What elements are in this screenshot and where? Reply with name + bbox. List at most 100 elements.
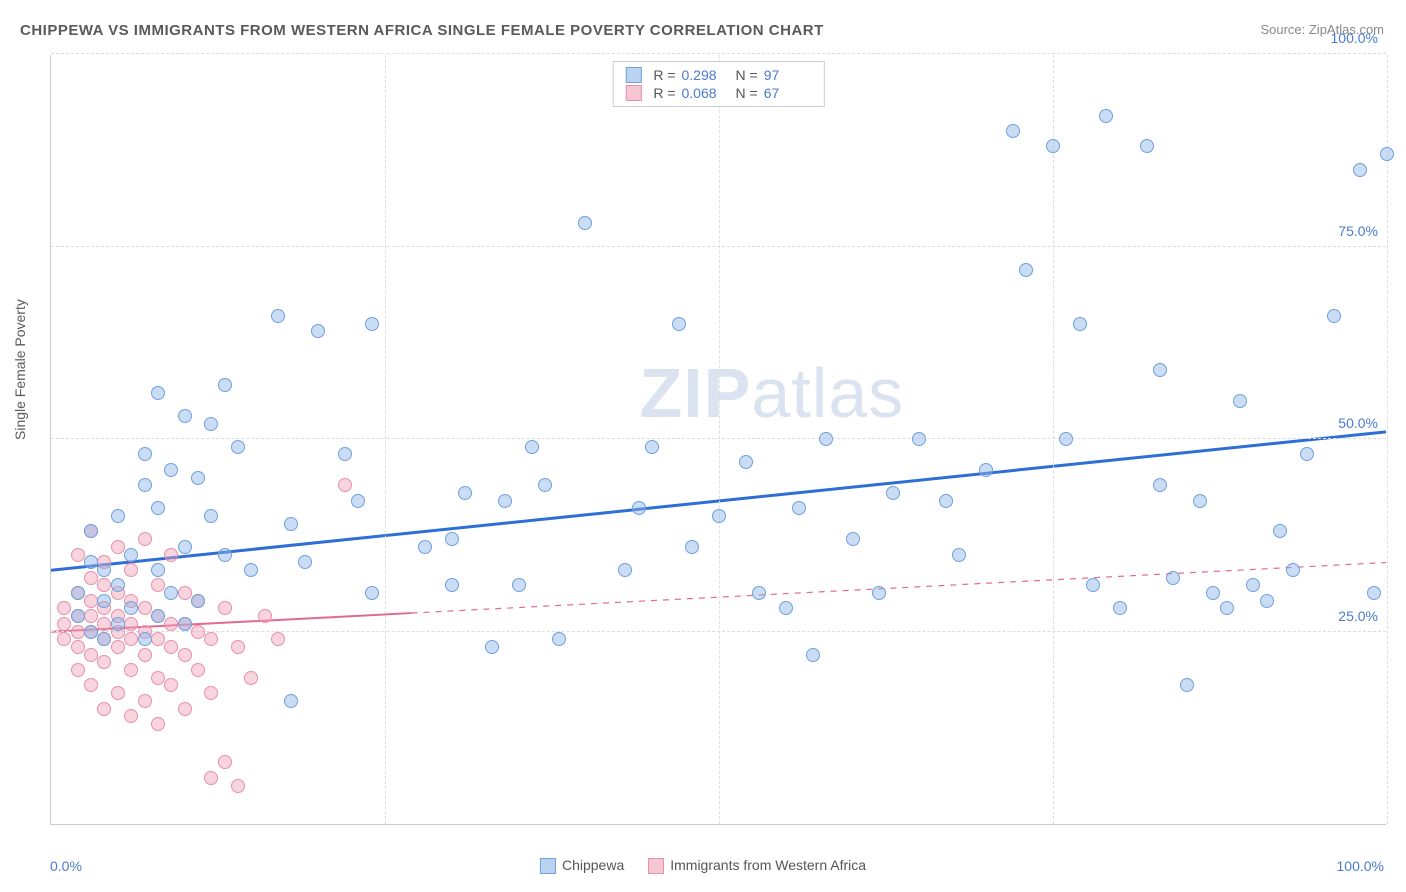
scatter-point-pink [204, 632, 218, 646]
scatter-point-blue [458, 486, 472, 500]
n-value: 67 [764, 85, 812, 101]
scatter-point-blue [1140, 139, 1154, 153]
legend-swatch [540, 858, 556, 874]
scatter-point-pink [191, 625, 205, 639]
scatter-point-pink [138, 601, 152, 615]
scatter-point-blue [365, 317, 379, 331]
x-tick-max: 100.0% [1337, 858, 1384, 874]
scatter-point-blue [418, 540, 432, 554]
scatter-point-blue [191, 471, 205, 485]
scatter-point-blue [151, 386, 165, 400]
scatter-point-blue [498, 494, 512, 508]
scatter-point-pink [111, 640, 125, 654]
scatter-point-blue [1367, 586, 1381, 600]
scatter-point-blue [164, 463, 178, 477]
scatter-point-pink [151, 671, 165, 685]
scatter-point-pink [111, 686, 125, 700]
scatter-point-blue [138, 447, 152, 461]
scatter-point-blue [685, 540, 699, 554]
n-label: N = [736, 67, 758, 83]
plot-area: ZIPatlas R =0.298N =97R =0.068N =67 25.0… [50, 55, 1386, 825]
scatter-point-pink [124, 663, 138, 677]
scatter-point-pink [164, 678, 178, 692]
scatter-point-pink [71, 640, 85, 654]
scatter-point-pink [138, 532, 152, 546]
scatter-point-pink [151, 578, 165, 592]
scatter-point-blue [204, 417, 218, 431]
scatter-point-blue [1086, 578, 1100, 592]
scatter-point-blue [618, 563, 632, 577]
x-tick-min: 0.0% [50, 858, 82, 874]
scatter-point-pink [138, 694, 152, 708]
scatter-point-blue [1260, 594, 1274, 608]
scatter-point-pink [258, 609, 272, 623]
legend-label: Chippewa [562, 857, 624, 873]
scatter-point-pink [218, 755, 232, 769]
scatter-point-pink [97, 578, 111, 592]
scatter-point-pink [124, 632, 138, 646]
scatter-point-pink [124, 617, 138, 631]
scatter-point-blue [218, 378, 232, 392]
scatter-point-pink [164, 617, 178, 631]
scatter-point-pink [151, 717, 165, 731]
scatter-point-pink [151, 632, 165, 646]
scatter-point-pink [97, 655, 111, 669]
scatter-point-blue [886, 486, 900, 500]
scatter-point-blue [1113, 601, 1127, 615]
scatter-point-blue [512, 578, 526, 592]
scatter-point-blue [1220, 601, 1234, 615]
scatter-point-blue [244, 563, 258, 577]
scatter-point-pink [231, 779, 245, 793]
r-value: 0.068 [682, 85, 730, 101]
scatter-point-blue [485, 640, 499, 654]
scatter-point-blue [178, 409, 192, 423]
scatter-point-pink [191, 663, 205, 677]
scatter-point-blue [1006, 124, 1020, 138]
scatter-point-pink [138, 648, 152, 662]
scatter-point-blue [124, 601, 138, 615]
scatter-point-blue [645, 440, 659, 454]
trendline-pink-dashed [411, 563, 1386, 614]
scatter-point-pink [84, 648, 98, 662]
scatter-point-blue [111, 617, 125, 631]
y-tick-label: 25.0% [1338, 608, 1378, 624]
scatter-point-blue [445, 532, 459, 546]
scatter-point-pink [231, 640, 245, 654]
y-tick-label: 100.0% [1331, 30, 1378, 46]
scatter-point-pink [57, 632, 71, 646]
scatter-point-blue [1019, 263, 1033, 277]
chart-title: CHIPPEWA VS IMMIGRANTS FROM WESTERN AFRI… [20, 22, 824, 39]
scatter-point-pink [84, 594, 98, 608]
scatter-point-pink [71, 548, 85, 562]
legend-item: Immigrants from Western Africa [648, 857, 866, 874]
scatter-point-blue [271, 309, 285, 323]
n-value: 97 [764, 67, 812, 83]
scatter-point-blue [1099, 109, 1113, 123]
scatter-point-blue [578, 216, 592, 230]
correlation-legend: R =0.298N =97R =0.068N =67 [612, 61, 824, 107]
scatter-point-blue [1353, 163, 1367, 177]
scatter-point-blue [1206, 586, 1220, 600]
scatter-point-blue [1273, 524, 1287, 538]
scatter-point-blue [1246, 578, 1260, 592]
scatter-point-pink [124, 709, 138, 723]
n-label: N = [736, 85, 758, 101]
scatter-point-blue [939, 494, 953, 508]
scatter-point-blue [525, 440, 539, 454]
gridline-vertical [1053, 55, 1054, 824]
legend-swatch [625, 67, 641, 83]
scatter-point-pink [178, 648, 192, 662]
gridline-vertical [1387, 55, 1388, 824]
r-value: 0.298 [682, 67, 730, 83]
scatter-point-blue [111, 578, 125, 592]
scatter-point-pink [178, 702, 192, 716]
scatter-point-blue [806, 648, 820, 662]
scatter-point-blue [97, 594, 111, 608]
legend-item: Chippewa [540, 857, 624, 874]
scatter-point-blue [792, 501, 806, 515]
scatter-point-pink [84, 609, 98, 623]
gridline-vertical [719, 55, 720, 824]
scatter-point-pink [57, 601, 71, 615]
scatter-point-blue [752, 586, 766, 600]
scatter-point-blue [632, 501, 646, 515]
